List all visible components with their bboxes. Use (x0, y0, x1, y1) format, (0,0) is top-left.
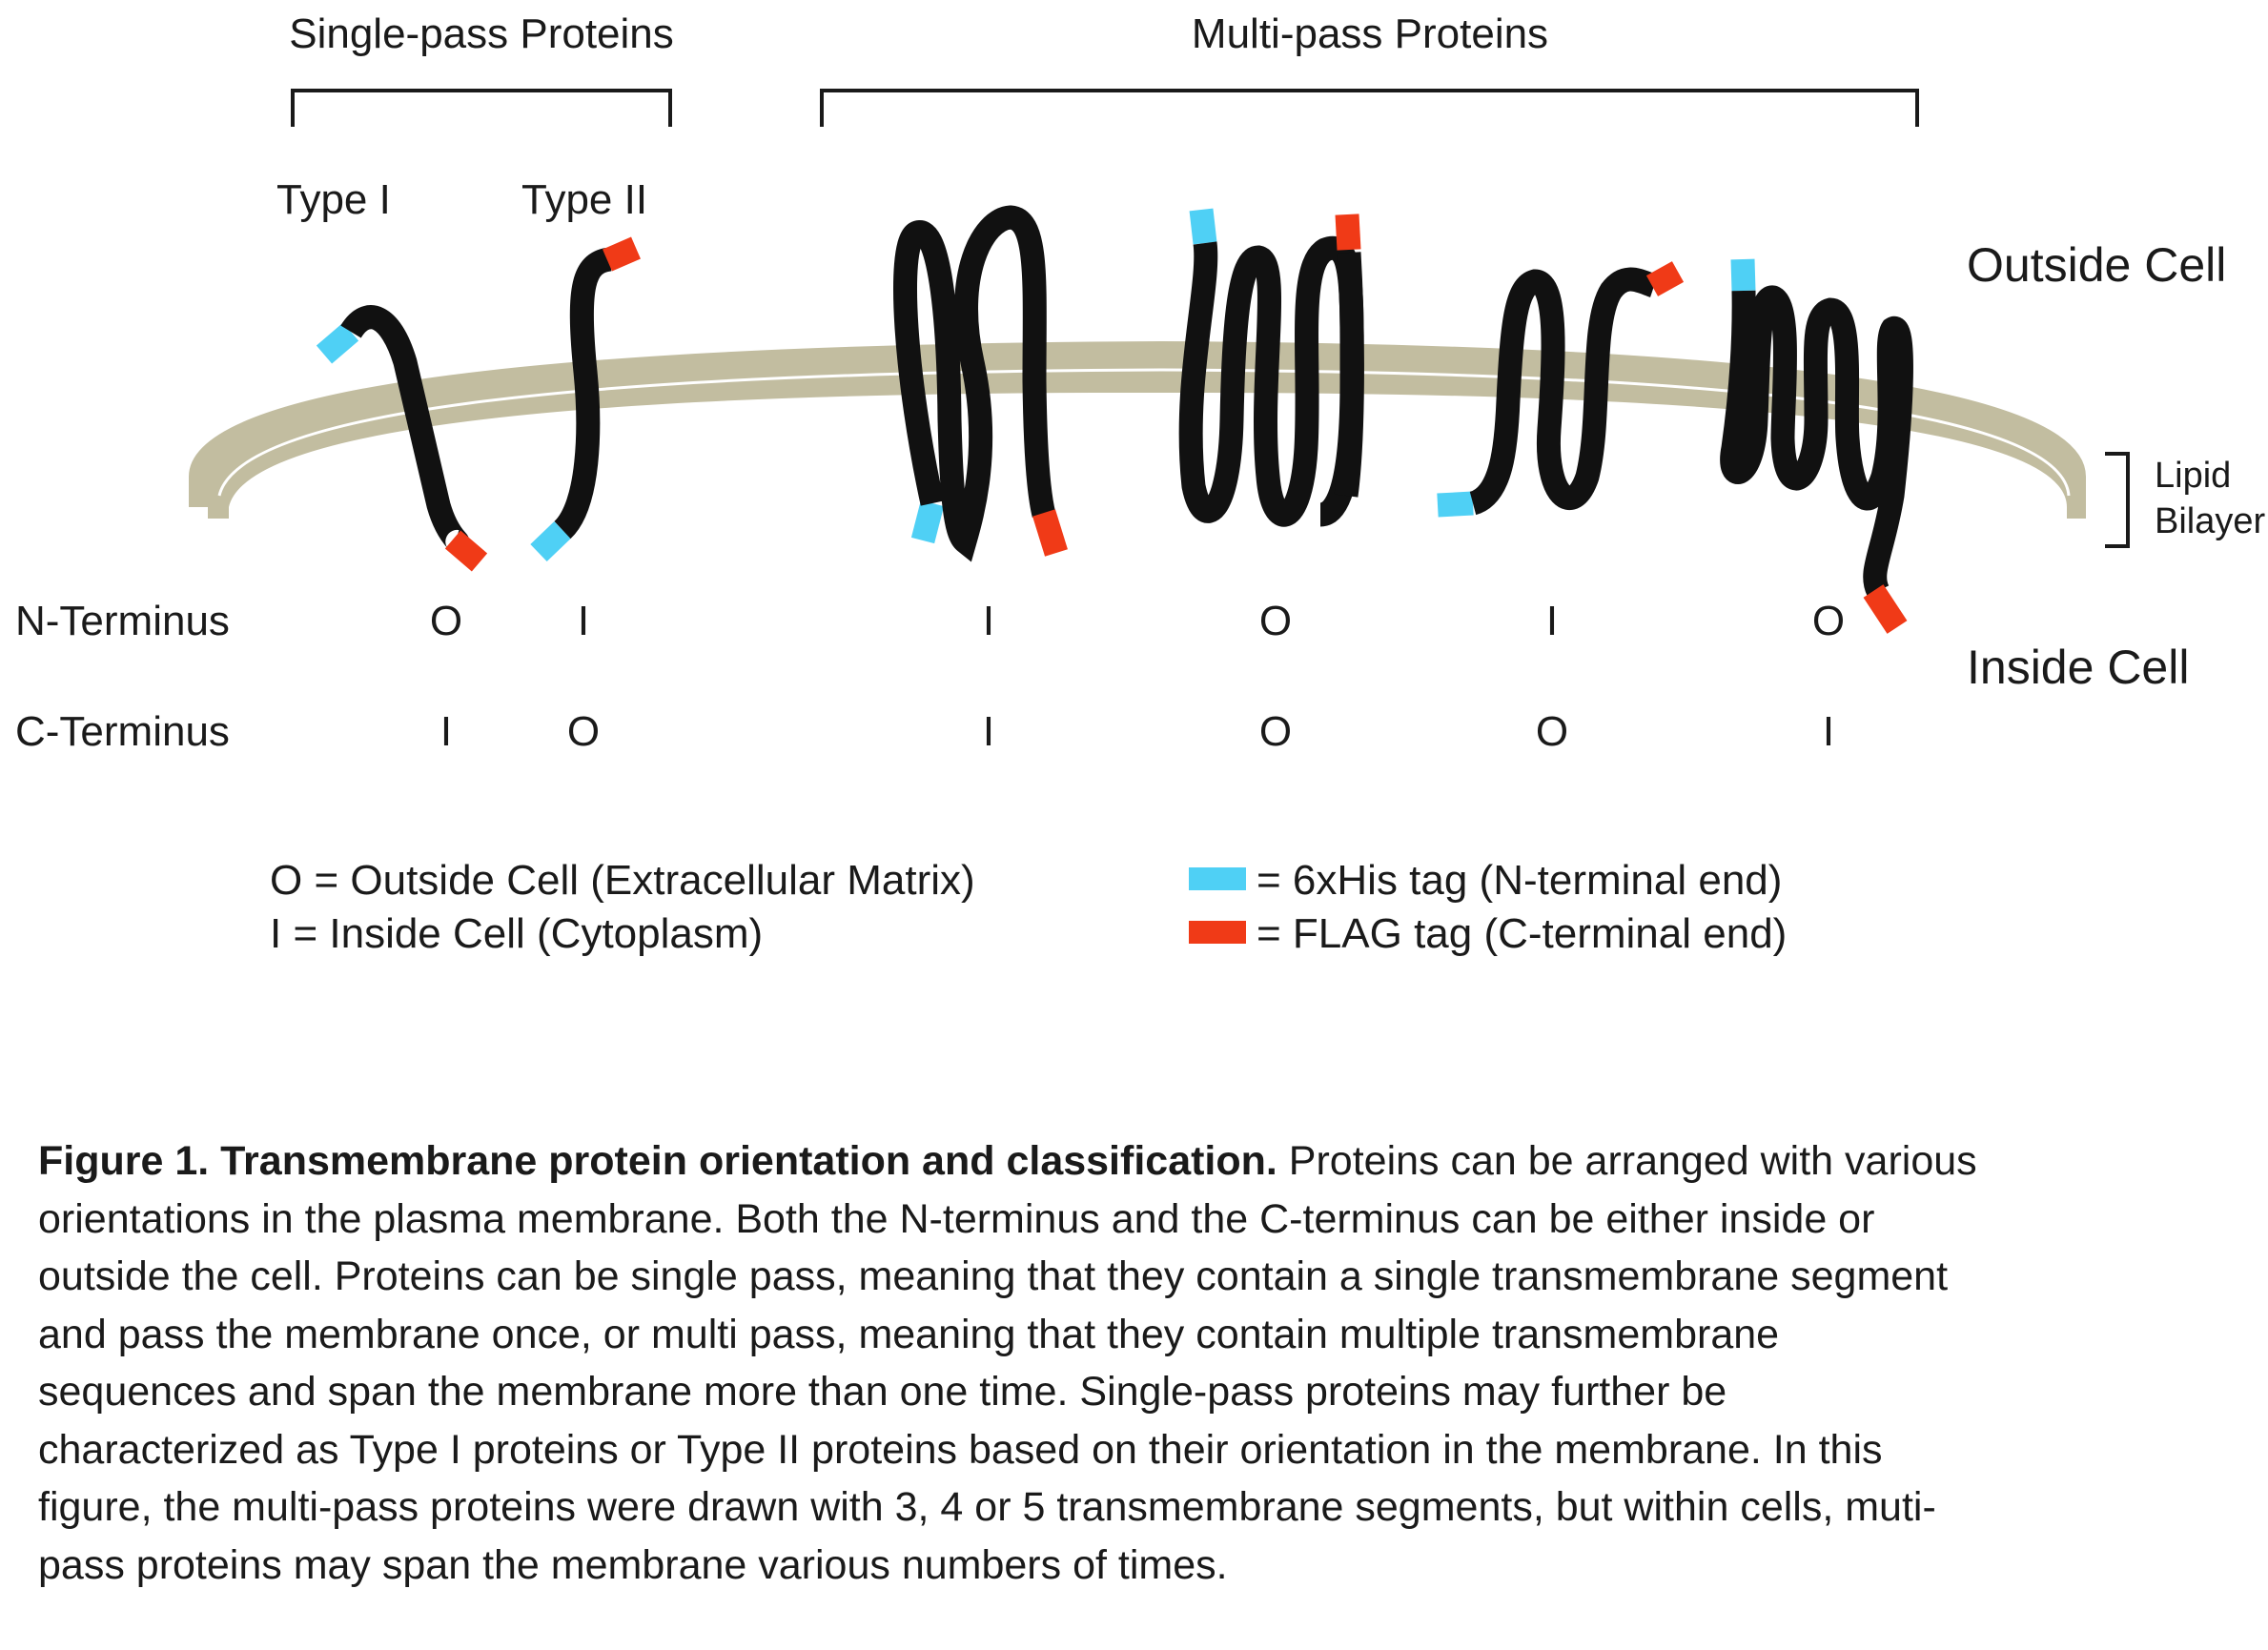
flag-tag (1335, 214, 1361, 251)
protein-multi-2 (1178, 208, 1364, 527)
caption-title: Figure 1. Transmembrane protein orientat… (38, 1138, 1277, 1184)
his-tag (530, 520, 571, 562)
n-terminus-value: I (1545, 598, 1559, 644)
flag-tag-swatch (1189, 921, 1246, 944)
legend-outside-definition: O = Outside Cell (Extracellular Matrix) (270, 857, 975, 904)
flag-tag (1863, 584, 1908, 634)
multi-pass-title: Multi-pass Proteins (1191, 10, 1549, 57)
protein-type-2 (530, 236, 641, 562)
protein-multi-1 (893, 205, 1068, 562)
protein-multi-4 (1720, 258, 1913, 634)
type-2-label: Type II (521, 176, 648, 223)
c-terminus-value: I (439, 708, 453, 755)
legend-inside-definition: I = Inside Cell (Cytoplasm) (270, 910, 764, 957)
c-terminus-value: O (1258, 708, 1293, 755)
inside-cell-label: Inside Cell (1967, 641, 2190, 694)
his-tag (1730, 258, 1756, 292)
his-tag (910, 499, 945, 544)
flag-tag (1032, 509, 1068, 557)
caption-body: Proteins can be arranged with various or… (38, 1138, 1977, 1588)
legend-his-tag: = 6xHis tag (N-terminal end) (1257, 857, 1783, 904)
multi-pass-bracket (820, 89, 1919, 127)
outside-cell-label: Outside Cell (1967, 238, 2227, 292)
type-1-label: Type I (276, 176, 391, 223)
bilayer-midline (217, 368, 2071, 497)
figure-caption: Figure 1. Transmembrane protein orientat… (38, 1132, 1983, 1594)
c-terminus-value: O (1535, 708, 1569, 755)
protein-multi-3 (1437, 261, 1685, 518)
n-terminus-value: O (1258, 598, 1293, 644)
lipid-label: Lipid (2155, 456, 2232, 496)
protein-type-1 (316, 305, 488, 572)
c-terminus-value: I (982, 708, 995, 755)
n-terminus-value: O (1811, 598, 1846, 644)
single-pass-bracket (291, 89, 672, 127)
flag-tag (1645, 261, 1685, 296)
n-terminus-value: I (982, 598, 995, 644)
legend-flag-tag: = FLAG tag (C-terminal end) (1257, 910, 1788, 957)
n-terminus-row-label: N-Terminus (15, 598, 230, 644)
his-tag-swatch (1189, 867, 1246, 890)
n-terminus-value: I (577, 598, 590, 644)
bilayer-bracket (2105, 452, 2130, 548)
his-tag (316, 322, 359, 364)
his-tag (1189, 208, 1217, 245)
c-terminus-value: O (566, 708, 601, 755)
bilayer-label: Bilayer (2155, 501, 2266, 541)
flag-tag (444, 530, 488, 572)
c-terminus-value: I (1822, 708, 1835, 755)
flag-tag (603, 236, 641, 272)
c-terminus-row-label: C-Terminus (15, 708, 230, 755)
single-pass-title: Single-pass Proteins (289, 10, 674, 57)
his-tag (1437, 491, 1474, 518)
n-terminus-value: O (429, 598, 463, 644)
lipid-bilayer (189, 341, 2086, 519)
